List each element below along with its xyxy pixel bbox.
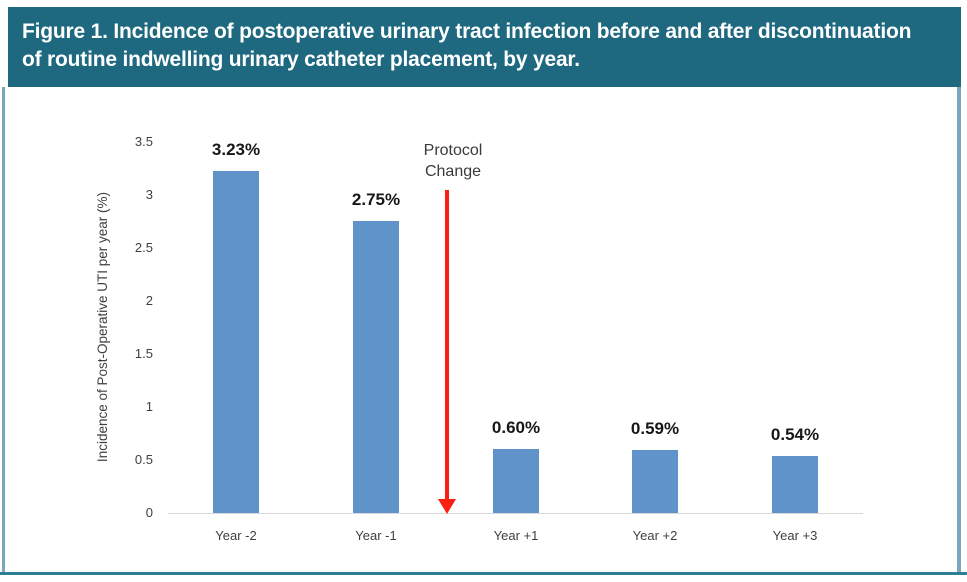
figure-caption-banner: Figure 1. Incidence of postoperative uri…	[8, 7, 961, 87]
y-tick-label: 1	[145, 399, 153, 414]
bar-Year +2	[632, 450, 678, 513]
y-tick-label: 1.5	[134, 346, 153, 361]
y-tick-label: 0.5	[134, 452, 153, 467]
bar-Year -2	[213, 171, 259, 513]
protocol-change-arrowhead-icon	[438, 499, 456, 514]
y-tick-label: 2.5	[134, 240, 153, 255]
y-tick-label: 3	[145, 187, 153, 202]
bar-Year +1	[493, 449, 539, 513]
x-tick-label: Year +1	[493, 528, 539, 543]
bar-value-label: 0.60%	[491, 418, 541, 437]
y-tick-label: 0	[145, 505, 153, 520]
protocol-change-line-1: Protocol	[423, 142, 483, 159]
x-tick-label: Year +2	[632, 528, 678, 543]
figure-caption-line-2: of routine indwelling urinary catheter p…	[22, 48, 580, 71]
bar-Year +3	[772, 456, 818, 513]
y-tick-label: 2	[145, 293, 153, 308]
x-axis-line	[168, 513, 863, 514]
bar-value-label: 2.75%	[351, 190, 401, 209]
x-tick-label: Year -1	[355, 528, 397, 543]
protocol-change-arrow	[445, 190, 449, 501]
x-tick-label: Year -2	[215, 528, 257, 543]
figure-caption-line-1: Figure 1. Incidence of postoperative uri…	[22, 20, 912, 43]
bar-value-label: 3.23%	[211, 140, 261, 159]
protocol-change-line-2: Change	[424, 163, 482, 180]
figure-panel-border	[2, 87, 961, 572]
bar-Year -1	[353, 221, 399, 513]
bottom-rule	[0, 572, 967, 575]
bar-value-label: 0.59%	[630, 419, 680, 438]
bar-value-label: 0.54%	[770, 425, 820, 444]
protocol-change-annotation: Protocol Change	[392, 140, 514, 182]
y-tick-label: 3.5	[134, 134, 153, 149]
x-tick-label: Year +3	[772, 528, 818, 543]
